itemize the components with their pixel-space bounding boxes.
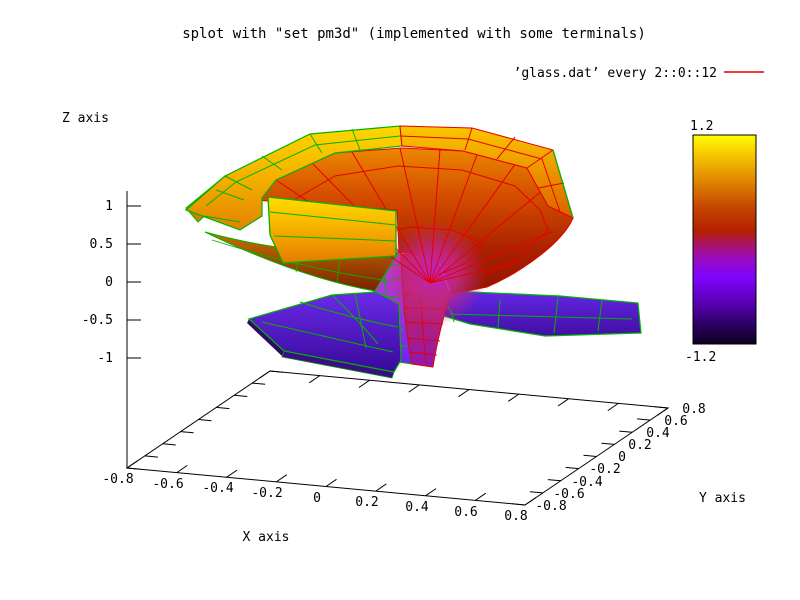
axes-frame (125, 191, 670, 506)
x-tick: 0.4 (405, 500, 429, 515)
x-tick: -0.4 (202, 481, 233, 496)
funnel-glow (382, 222, 486, 326)
x-tick-labels: -0.8 -0.6 -0.4 -0.2 0 0.2 0.4 0.6 0.8 (102, 472, 527, 524)
surface-glass (184, 125, 642, 379)
colorbar: 1.2 -1.2 (685, 119, 757, 365)
rim-band-left (184, 125, 403, 231)
z-axis-label: Z axis (62, 111, 109, 126)
z-tick: -0.5 (82, 313, 113, 328)
z-tick: 0.5 (90, 237, 113, 252)
x-tick: 0 (313, 491, 321, 506)
x-axis-label: X axis (243, 530, 290, 545)
z-tick: 1 (105, 199, 113, 214)
x-tick: 0.8 (504, 509, 527, 524)
y-tick: 0.2 (628, 438, 651, 453)
y-tick: 0.6 (664, 414, 687, 429)
legend-label: ’glass.dat’ every 2::0::12 (514, 66, 718, 81)
z-ticks (127, 205, 141, 359)
colorbar-min: -1.2 (685, 350, 716, 365)
x-tick: 0.2 (355, 495, 378, 510)
y-tick: -0.8 (535, 499, 566, 514)
plot-title: splot with "set pm3d" (implemented with … (182, 26, 646, 42)
z-tick: -1 (97, 351, 113, 366)
x-tick: -0.2 (251, 486, 282, 501)
y-tick: 0 (618, 450, 626, 465)
x-tick: 0.6 (454, 505, 477, 520)
x-ticks-front (126, 460, 536, 506)
x-tick: -0.6 (152, 477, 183, 492)
y-tick: 0.8 (682, 402, 705, 417)
rim-ribbon-front (267, 196, 397, 264)
y-axis-label: Y axis (699, 491, 746, 506)
z-tick-labels: 1 0.5 0 -0.5 -1 (82, 199, 113, 366)
y-ticks-left (126, 370, 284, 470)
x-ticks-back (259, 370, 669, 416)
y-ticks-right (511, 406, 669, 506)
rim-band-right (399, 125, 574, 219)
y-tick: 0.4 (646, 426, 670, 441)
colorbar-max: 1.2 (690, 119, 713, 134)
y-tick: -0.6 (553, 487, 584, 502)
bowl-interior (252, 147, 574, 326)
y-tick-labels: -0.8 -0.6 -0.4 -0.2 0 0.2 0.4 0.6 0.8 (535, 402, 705, 514)
base-wing-left (247, 291, 402, 379)
y-tick: -0.4 (571, 475, 602, 490)
x-tick: -0.8 (102, 472, 133, 487)
colorbar-gradient (692, 134, 757, 345)
y-tick: -0.2 (589, 462, 620, 477)
z-tick: 0 (105, 275, 113, 290)
